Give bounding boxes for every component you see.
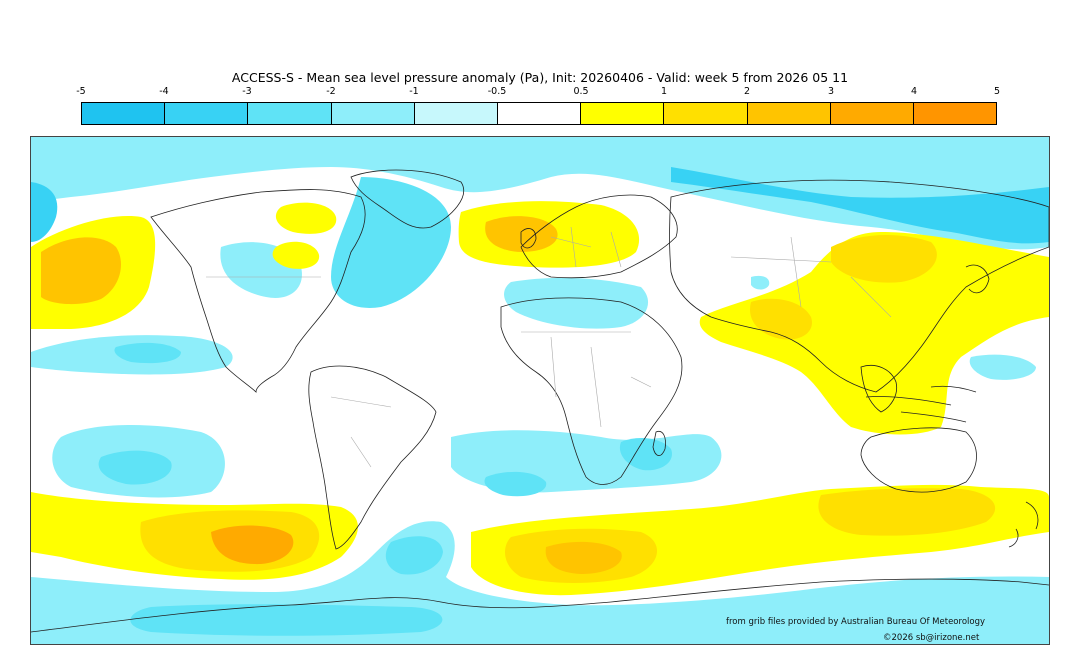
great-lakes-positive-cell — [272, 241, 320, 269]
south-pacific-negative-core — [98, 450, 172, 485]
south-pacific-positive-core — [211, 525, 294, 565]
arctic-strong-negative — [671, 167, 1049, 244]
new-zealand-coast — [1008, 501, 1039, 548]
colorbar-tick: -1 — [409, 86, 419, 97]
australia-coast — [860, 427, 977, 493]
greenland-negative — [331, 177, 451, 308]
colorbar-segment-10 — [913, 103, 997, 124]
canada-positive-cell — [275, 202, 337, 234]
colorbar-segment-5 — [497, 103, 582, 124]
india-positive-core — [750, 298, 812, 340]
colorbar-tick: -5 — [76, 86, 86, 97]
colorbar-segment-4 — [414, 103, 498, 124]
colorbar-segment-1 — [165, 103, 249, 124]
north-pacific-positive-core — [41, 237, 121, 305]
asia-positive-band — [699, 232, 1049, 435]
europe-borders — [550, 226, 622, 268]
colorbar — [81, 102, 997, 125]
arctic-negative-anomaly — [31, 137, 1049, 250]
asia-borders — [730, 236, 892, 318]
colorbar-segment-9 — [830, 103, 914, 124]
southern-ocean-negative-core — [385, 536, 443, 575]
indian-ocean-negative — [969, 354, 1036, 380]
colorbar-tick: 4 — [910, 86, 918, 97]
colorbar-tick: -0.5 — [487, 86, 507, 97]
southeast-africa-negative — [619, 437, 672, 471]
asia-coast — [669, 179, 1049, 393]
antarctic-negative-core — [130, 604, 443, 636]
colorbar-tick: -4 — [159, 86, 169, 97]
colorbar-segment-6 — [581, 103, 665, 124]
uk-coast — [520, 228, 537, 249]
northeast-asia-positive-core — [831, 235, 937, 283]
colorbar-segment-7 — [664, 103, 748, 124]
colorbar-tick-labels: -5 -4 -3 -2 -1 -0.5 0.5 1 2 3 4 5 — [0, 86, 1080, 100]
colorbar-tick: 2 — [743, 86, 751, 97]
east-pacific-negative-core — [114, 342, 181, 364]
copyright-credit: ©2026 sb@irizone.net — [883, 633, 980, 643]
data-source-credit: from grib files provided by Australian B… — [726, 617, 986, 627]
mediterranean-negative — [504, 277, 649, 329]
colorbar-tick: 3 — [827, 86, 835, 97]
south-america-coast — [308, 365, 437, 550]
country-borders — [206, 226, 892, 468]
europe-coast — [520, 194, 678, 279]
south-indian-positive-core — [545, 541, 622, 574]
africa-borders — [521, 331, 652, 428]
coastlines — [31, 169, 1049, 633]
colorbar-tick: 0.5 — [573, 86, 589, 97]
colorbar-tick: 1 — [660, 86, 668, 97]
japan-coast — [965, 264, 990, 294]
north-america-coast — [150, 189, 366, 393]
africa-coast — [500, 297, 683, 485]
indochina-coast — [860, 365, 898, 413]
madagascar-coast — [652, 430, 666, 456]
caspian-negative-cell — [751, 275, 770, 290]
map-title: ACCESS-S - Mean sea level pressure anoma… — [231, 70, 849, 85]
greenland-coast — [350, 169, 464, 229]
colorbar-tick: 5 — [993, 86, 1001, 97]
colorbar-segment-0 — [82, 103, 166, 124]
anomaly-map-svg — [31, 137, 1049, 644]
world-map: from grib files provided by Australian B… — [30, 136, 1050, 645]
colorbar-tick: -3 — [242, 86, 252, 97]
colorbar-segment-3 — [331, 103, 415, 124]
indonesia-islands — [865, 385, 977, 423]
south-america-borders — [330, 396, 392, 468]
antarctica-coast — [31, 578, 1049, 633]
colorbar-segment-2 — [248, 103, 332, 124]
arctic-negative-left — [31, 182, 58, 242]
colorbar-segment-8 — [747, 103, 831, 124]
south-atlantic-negative-core — [484, 471, 547, 497]
south-indian-east-positive-mid — [818, 488, 996, 536]
colorbar-tick: -2 — [326, 86, 336, 97]
